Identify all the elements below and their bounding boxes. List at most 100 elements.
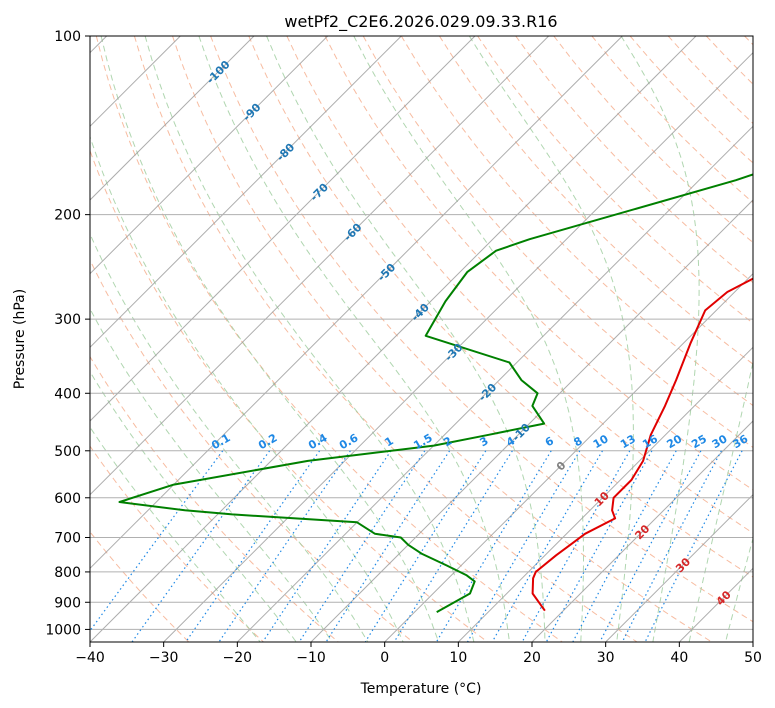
dry-adiabat-line (90, 445, 264, 642)
moist-adiabat-line (688, 359, 753, 642)
isotherm-line (90, 36, 476, 422)
dry-adiabat-line (438, 36, 753, 365)
mixing-ratio-label: 1.5 (411, 431, 434, 452)
isotherm-line (90, 36, 550, 496)
isotherm-line (90, 36, 697, 642)
dry-adiabat-line (90, 355, 339, 642)
isotherm-label: -50 (375, 261, 398, 284)
dry-adiabat-line (172, 36, 712, 642)
dry-adiabat-line (248, 36, 753, 578)
y-tick-label: 600 (54, 491, 81, 507)
x-tick-label: −10 (296, 650, 326, 666)
isotherm-label: -30 (442, 341, 465, 364)
isotherm-line (310, 199, 753, 642)
y-tick-label: 800 (54, 565, 81, 581)
mixing-ratio-line (298, 450, 426, 642)
dry-adiabat-line (553, 36, 753, 244)
moist-adiabat-line (90, 307, 333, 642)
y-tick-label: 900 (54, 595, 81, 611)
moist-adiabat-line (90, 135, 404, 642)
mixing-ratio-line (521, 450, 631, 642)
y-tick-label: 700 (54, 531, 81, 547)
y-tick-label: 300 (54, 312, 81, 328)
y-axis-title: Pressure (hPa) (12, 289, 28, 389)
mixing-ratio-line (435, 450, 552, 642)
mixing-ratio-line (491, 450, 604, 642)
dry-adiabat-line (477, 36, 753, 324)
moist-adiabat-line (725, 536, 753, 642)
mixing-ratio-label: 8 (571, 434, 584, 449)
isotherm-label: -20 (476, 381, 499, 404)
dry-adiabat-line (133, 36, 638, 642)
mixing-ratio-label: 20 (665, 432, 685, 451)
mixing-ratio-line (599, 450, 702, 642)
mixing-ratio-line (325, 450, 451, 642)
x-axis-title: Temperature (°C) (360, 681, 482, 697)
x-tick-label: 40 (670, 650, 688, 666)
x-tick-label: −40 (75, 650, 105, 666)
isotherm-line (90, 36, 255, 201)
mixing-ratio-label: 30 (710, 432, 730, 451)
moist-adiabat-line (266, 36, 546, 642)
dry-adiabat-line (90, 258, 414, 642)
mixing-ratio-line (364, 450, 487, 642)
x-axis: −40 −30 −20 −10 0 10 20 30 40 50 (75, 642, 762, 666)
dry-adiabat-line (324, 36, 753, 491)
mixing-ratio-line (466, 450, 581, 642)
mixing-ratio-label: 6 (543, 434, 556, 449)
mixing-ratio-line (545, 450, 653, 642)
moist-adiabat-line (144, 36, 475, 642)
x-tick-label: −30 (149, 650, 179, 666)
isotherm-label: -100 (204, 58, 233, 87)
data-series (118, 173, 753, 613)
isotherm-line (90, 36, 402, 349)
dry-adiabat-line (95, 36, 563, 642)
mixing-ratio-line (218, 450, 351, 642)
dry-adiabat-line (210, 36, 753, 623)
x-tick-label: 30 (597, 650, 615, 666)
isotherm-line (752, 641, 753, 642)
mixing-ratio-label: 13 (618, 432, 638, 451)
isotherm-line (90, 36, 623, 570)
mixing-ratio-label: 16 (640, 432, 660, 451)
y-tick-label: 200 (54, 208, 81, 224)
mixing-ratio-line (572, 450, 677, 642)
y-axis: 100 200 300 400 500 600 700 800 900 1000 (45, 29, 90, 638)
moist-adiabat-line (620, 36, 700, 642)
mixing-ratio-label: 1 (383, 434, 396, 449)
mixing-ratio-label: 0.4 (306, 431, 330, 452)
isotherm-line (384, 272, 753, 642)
isotherm-line (236, 125, 753, 642)
moist-adiabat-line (90, 370, 297, 642)
isotherm-label: 0 (554, 459, 569, 474)
dry-adiabat-line (667, 36, 753, 125)
x-tick-label: 20 (523, 650, 541, 666)
moist-adiabat-line (90, 232, 369, 642)
x-tick-label: 10 (449, 650, 467, 666)
mixing-ratio-line (90, 450, 224, 632)
isotherm-line (678, 567, 753, 642)
mixing-ratio-label: 25 (689, 432, 709, 451)
mixing-ratio-label: 3 (477, 434, 490, 449)
dry-adiabat-line (591, 36, 753, 204)
x-tick-label: −20 (223, 650, 253, 666)
moist-adiabat-line (468, 36, 634, 642)
isotherm-line (163, 51, 753, 642)
mixing-ratio-line (621, 450, 722, 642)
mixing-ratio-label: 36 (730, 432, 750, 451)
dewpoint-profile-line (118, 173, 753, 613)
isotherm-line (457, 346, 753, 642)
y-tick-label: 100 (54, 29, 81, 45)
moist-adiabat-line (353, 36, 584, 642)
isotherm-line (531, 420, 753, 642)
y-tick-label: 400 (54, 386, 81, 402)
mixing-ratio-line (262, 450, 392, 642)
mixing-ratio-line (644, 450, 743, 642)
dry-adiabat-line (705, 36, 753, 85)
dry-adiabat-line (286, 36, 753, 534)
plot-frame (89, 35, 754, 643)
dry-adiabat-line (90, 149, 488, 642)
isotherm-line (90, 36, 329, 275)
temperature-profile-line (531, 277, 753, 612)
